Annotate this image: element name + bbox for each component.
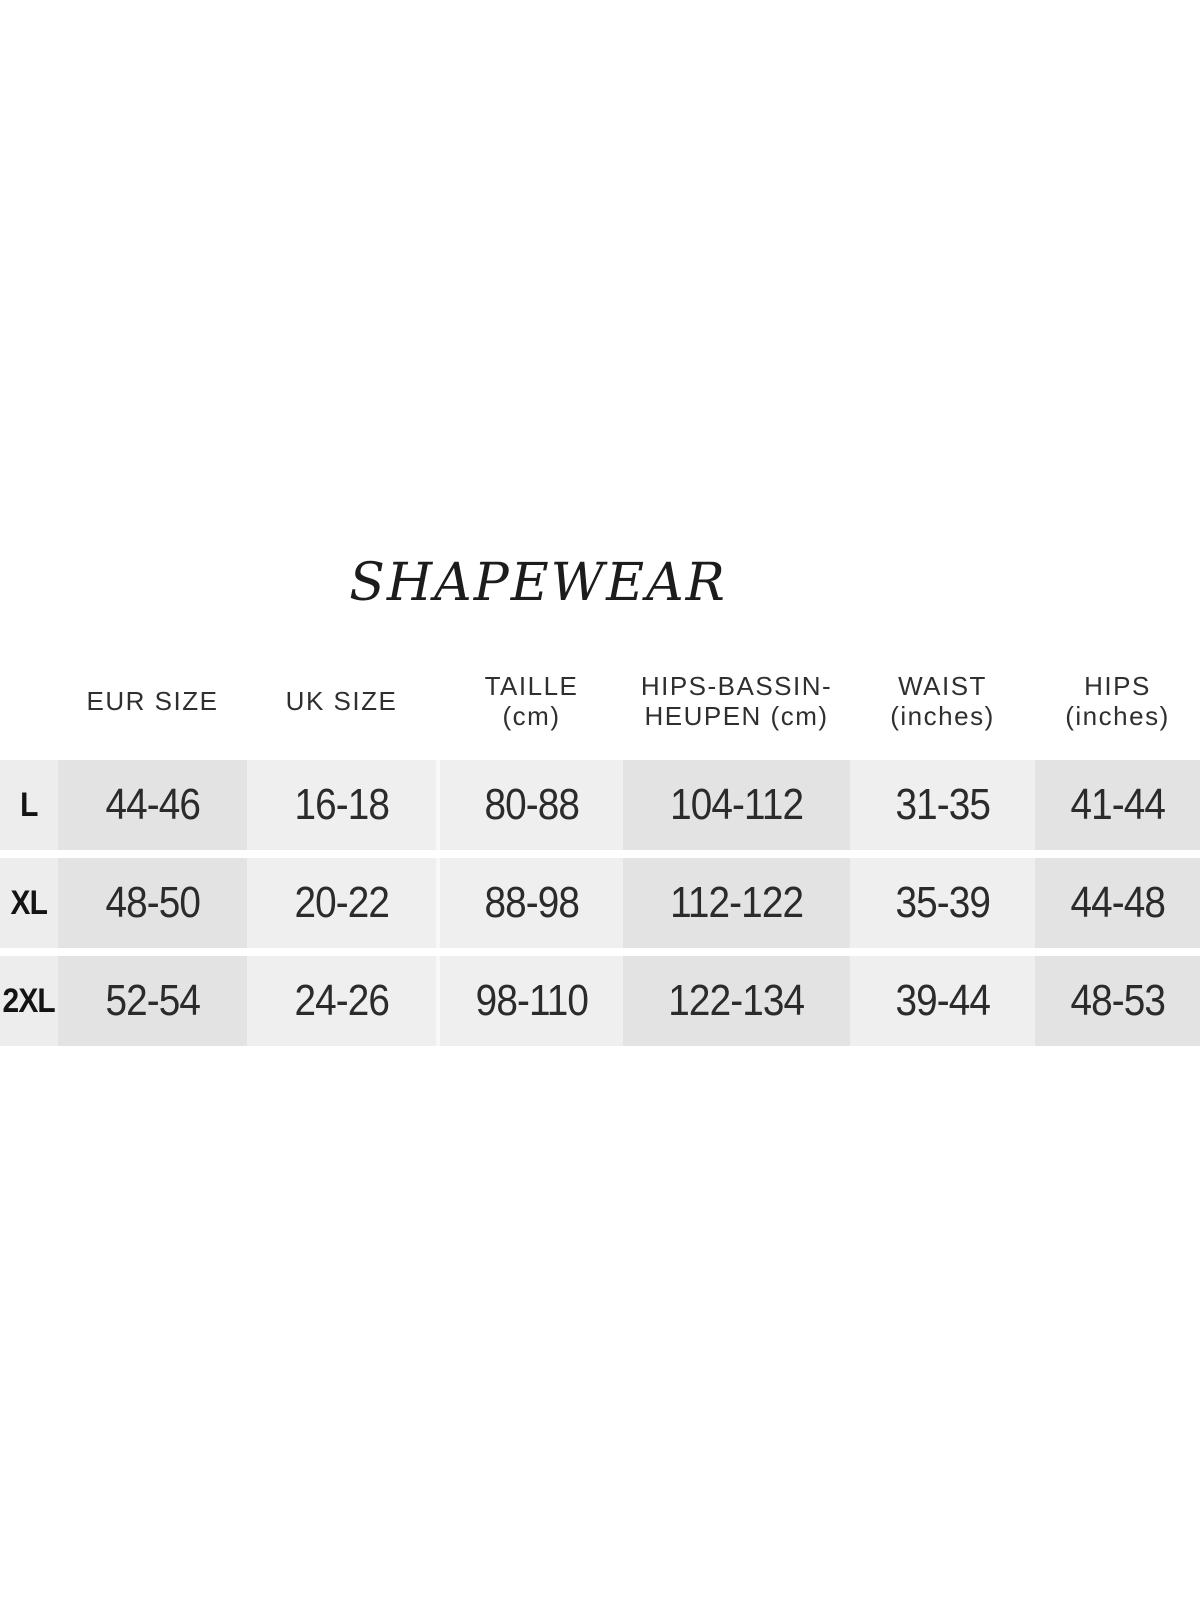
- cell-xl-waist: 35-39: [850, 858, 1035, 948]
- cell-2xl-hips-cm: 122-134: [623, 956, 850, 1046]
- row-label-text: 2XL: [2, 981, 56, 1020]
- column-separator: [436, 858, 440, 948]
- cell-xl-hips-in: 44-48: [1035, 858, 1200, 948]
- cell-value: 44-46: [105, 780, 201, 829]
- cell-value: 48-53: [1070, 976, 1166, 1025]
- cell-value: 24-26: [294, 976, 390, 1025]
- cell-value: 104-112: [669, 780, 804, 829]
- header-label: HIPS-BASSIN-: [640, 671, 833, 701]
- header-label: TAILLE: [484, 671, 579, 701]
- cell-value: 44-48: [1070, 878, 1166, 927]
- cell-value: 31-35: [895, 780, 991, 829]
- column-separator: [436, 760, 440, 850]
- header-label: EUR SIZE: [86, 686, 219, 716]
- column-separator: [436, 956, 440, 1046]
- cell-value: 41-44: [1070, 780, 1166, 829]
- header-label: HIPS: [1084, 671, 1151, 701]
- row-label-text: L: [20, 785, 38, 824]
- cell-l-hips-cm: 104-112: [623, 760, 850, 850]
- header-eur-size: EUR SIZE: [58, 650, 247, 752]
- cell-l-hips-in: 41-44: [1035, 760, 1200, 850]
- header-sublabel: (inches): [1065, 701, 1170, 731]
- size-table: EUR SIZE UK SIZE TAILLE (cm) HIPS-BASSIN…: [0, 650, 1200, 1046]
- cell-l-eur: 44-46: [58, 760, 247, 850]
- cell-xl-uk: 20-22: [247, 858, 436, 948]
- header-label: WAIST: [898, 671, 987, 701]
- header-taille-cm: TAILLE (cm): [440, 650, 623, 752]
- header-sublabel: (cm): [502, 701, 561, 731]
- cell-2xl-eur: 52-54: [58, 956, 247, 1046]
- row-label-text: XL: [10, 883, 48, 922]
- cell-xl-hips-cm: 112-122: [623, 858, 850, 948]
- header-hips-bassin-heupen-cm: HIPS-BASSIN- HEUPEN (cm): [623, 650, 850, 752]
- cell-value: 88-98: [484, 878, 580, 927]
- cell-2xl-hips-in: 48-53: [1035, 956, 1200, 1046]
- row-label-l: L: [0, 760, 58, 850]
- cell-2xl-waist: 39-44: [850, 956, 1035, 1046]
- page-title: SHAPEWEAR: [349, 553, 727, 613]
- cell-l-taille: 80-88: [440, 760, 623, 850]
- header-sublabel: (inches): [890, 701, 995, 731]
- header-hips-inches: HIPS (inches): [1035, 650, 1200, 752]
- cell-value: 16-18: [294, 780, 390, 829]
- cell-value: 52-54: [105, 976, 201, 1025]
- cell-value: 48-50: [105, 878, 201, 927]
- header-corner-empty: [0, 650, 58, 752]
- cell-value: 98-110: [475, 976, 588, 1025]
- header-uk-size: UK SIZE: [247, 650, 436, 752]
- cell-l-uk: 16-18: [247, 760, 436, 850]
- cell-l-waist: 31-35: [850, 760, 1035, 850]
- cell-xl-eur: 48-50: [58, 858, 247, 948]
- cell-value: 122-134: [668, 976, 806, 1025]
- cell-value: 20-22: [294, 878, 390, 927]
- cell-value: 39-44: [895, 976, 991, 1025]
- cell-xl-taille: 88-98: [440, 858, 623, 948]
- row-label-xl: XL: [0, 858, 58, 948]
- header-waist-inches: WAIST (inches): [850, 650, 1035, 752]
- header-separator: [436, 650, 440, 752]
- header-sublabel: HEUPEN (cm): [644, 701, 829, 731]
- cell-value: 35-39: [895, 878, 991, 927]
- header-label: UK SIZE: [285, 686, 398, 716]
- cell-value: 112-122: [669, 878, 804, 927]
- row-label-2xl: 2XL: [0, 956, 58, 1046]
- cell-2xl-taille: 98-110: [440, 956, 623, 1046]
- cell-2xl-uk: 24-26: [247, 956, 436, 1046]
- cell-value: 80-88: [484, 780, 580, 829]
